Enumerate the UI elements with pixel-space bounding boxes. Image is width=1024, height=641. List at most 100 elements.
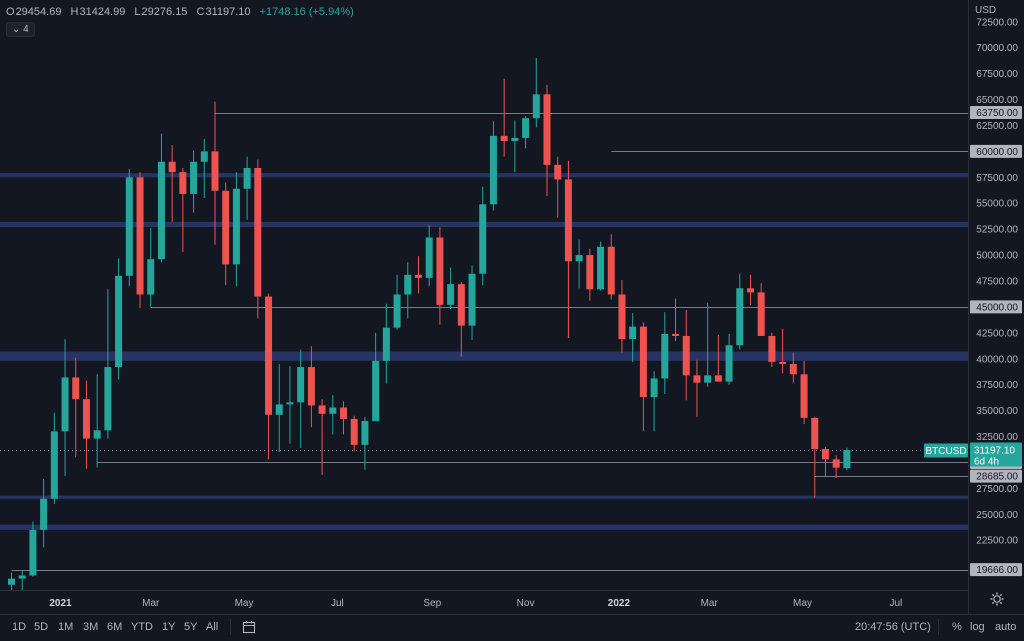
candle — [693, 359, 701, 417]
candle-body — [350, 418, 358, 445]
price-tick-label: 70000.00 — [976, 43, 1018, 54]
percent-scale-button[interactable]: % — [952, 621, 962, 633]
candle — [532, 58, 540, 128]
candle-body — [200, 151, 208, 162]
candle-body — [714, 375, 722, 382]
candle — [661, 312, 669, 395]
candle-body — [93, 430, 101, 439]
candle-body — [190, 161, 198, 194]
time-tick-label: May — [235, 598, 254, 609]
open-value: 29454.69 — [15, 6, 62, 18]
candle — [125, 169, 133, 287]
candle — [832, 455, 840, 479]
range-5y-button[interactable]: 5Y — [184, 621, 198, 633]
candle — [425, 225, 433, 287]
calendar-goto-date-icon[interactable] — [242, 620, 256, 634]
candle — [265, 293, 273, 460]
range-all-button[interactable]: All — [206, 621, 219, 633]
candle-body — [136, 177, 144, 295]
candle-body — [436, 237, 444, 305]
open-label: O — [6, 6, 15, 18]
candle — [147, 228, 155, 307]
candle-body — [50, 431, 58, 499]
price-tick-label: 27500.00 — [976, 484, 1018, 495]
auto-scale-button[interactable]: auto — [995, 621, 1017, 633]
candle — [800, 360, 808, 425]
candle-body — [243, 167, 251, 189]
time-tick-label: 2022 — [608, 598, 631, 609]
candle — [318, 399, 326, 475]
candle — [575, 239, 583, 289]
candle — [232, 172, 240, 287]
range-1y-button[interactable]: 1Y — [162, 621, 176, 633]
support-resistance-zone — [0, 524, 968, 530]
level-price-tag-text: 60000.00 — [976, 147, 1018, 158]
level-price-tag-text: 45000.00 — [976, 302, 1018, 313]
price-tick-label: 62500.00 — [976, 121, 1018, 132]
candle — [104, 289, 112, 439]
candle-body — [511, 137, 519, 142]
candle-body — [607, 246, 615, 295]
candle-body — [457, 284, 465, 326]
price-tick-label: 65000.00 — [976, 95, 1018, 106]
candle — [190, 150, 198, 213]
candle — [157, 133, 165, 263]
level-price-tag-bg — [970, 563, 1022, 577]
candle — [554, 156, 562, 218]
candle — [350, 415, 358, 452]
candle-body — [532, 94, 540, 119]
candle-body — [222, 190, 230, 265]
price-tick-label: 47500.00 — [976, 277, 1018, 288]
candle — [404, 262, 412, 319]
range-6m-button[interactable]: 6M — [107, 621, 123, 633]
range-ytd-button[interactable]: YTD — [131, 621, 153, 633]
candle — [40, 479, 48, 548]
price-chart[interactable]: 22500.0025000.0027500.0030000.0032500.00… — [0, 0, 1024, 614]
candle-body — [61, 377, 69, 432]
candle-body — [414, 274, 422, 278]
candle-body — [18, 575, 26, 579]
candle-body — [768, 335, 776, 362]
candle-body — [704, 375, 712, 383]
candle-body — [597, 246, 605, 290]
range-1m-button[interactable]: 1M — [58, 621, 74, 633]
candle — [436, 227, 444, 325]
candle-body — [404, 274, 412, 295]
candle — [682, 310, 690, 401]
candle-body — [82, 399, 90, 439]
price-tick-label: 55000.00 — [976, 199, 1018, 210]
settings-gear-icon[interactable] — [990, 592, 1004, 606]
candle-body — [661, 333, 669, 379]
candle-body — [211, 151, 219, 191]
candle — [361, 416, 369, 470]
time-tick-label: Mar — [142, 598, 160, 609]
candle — [479, 186, 487, 286]
range-5d-button[interactable]: 5D — [34, 621, 49, 633]
time-tick-label: Jul — [331, 598, 344, 609]
range-3m-button[interactable]: 3M — [83, 621, 99, 633]
bar-countdown-text: 6d 4h — [974, 457, 999, 468]
range-1d-button[interactable]: 1D — [12, 621, 27, 633]
toolbar-divider — [230, 619, 231, 635]
indicators-toggle[interactable]: ⌄ 4 — [6, 22, 35, 37]
level-price-tag: 19666.00 — [970, 563, 1022, 577]
candle — [200, 138, 208, 199]
candle-body — [125, 177, 133, 276]
candle — [789, 352, 797, 383]
time-axis[interactable]: 2021 Mar May Jul Sep Nov 2022 Mar May Jul — [49, 598, 902, 609]
symbol-tag: BTCUSD — [924, 443, 968, 458]
log-scale-button[interactable]: log — [970, 621, 985, 633]
candle-body — [821, 448, 829, 460]
candle-body — [736, 288, 744, 346]
utc-clock[interactable]: 20:47:56 (UTC) — [855, 621, 931, 633]
candle — [757, 283, 765, 336]
candle — [511, 120, 519, 173]
indicator-count: 4 — [23, 24, 29, 35]
currency-label[interactable]: USD — [975, 5, 997, 16]
price-tick-label: 37500.00 — [976, 380, 1018, 391]
low-label: L — [134, 6, 141, 18]
price-tags-layer: 63750.0060000.0045000.0030000.0028685.00… — [924, 106, 1022, 577]
level-price-tag-bg — [970, 144, 1022, 158]
candle — [725, 333, 733, 385]
